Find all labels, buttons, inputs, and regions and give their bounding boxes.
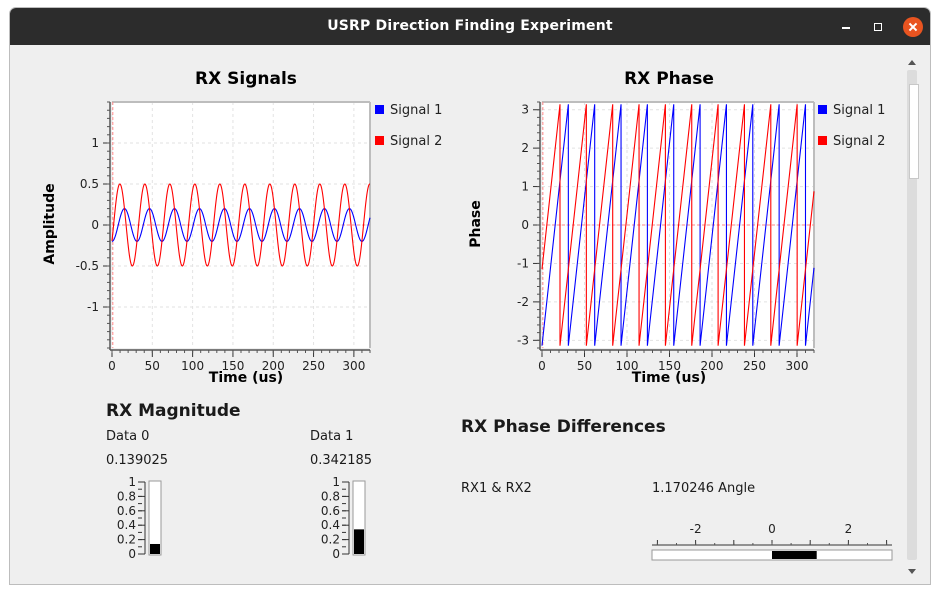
legend-label-1: Signal 1 xyxy=(833,103,885,118)
x-tick-label: 200 xyxy=(262,359,285,373)
rx-phase-plot: RX Phase Time (us) Phase 0 50 100 150 200 250… xyxy=(468,60,888,396)
app-window: USRP Direction Finding Experiment RX Sig… xyxy=(10,8,930,584)
rx-signals-plot: RX Signals Time (us) Amplitude 0 50 100 150… xyxy=(38,60,458,396)
x-tick-label: 200 xyxy=(701,359,724,373)
x-tick-label: 100 xyxy=(181,359,204,373)
scroll-down-icon[interactable] xyxy=(908,569,916,574)
x-axis-label: Time (us) xyxy=(209,370,283,386)
x-tick-label: 0 xyxy=(108,359,116,373)
scroll-up-icon[interactable] xyxy=(908,60,916,65)
y-tick-label: -2 xyxy=(517,295,529,309)
legend-label-2: Signal 2 xyxy=(833,134,885,149)
scale-tick-label: -2 xyxy=(690,522,702,536)
x-tick-label: 150 xyxy=(658,359,681,373)
chart-title: RX Phase xyxy=(624,69,714,89)
y-tick-label: 2 xyxy=(521,141,529,155)
x-tick-label: 150 xyxy=(221,359,244,373)
gauge-scale-label: 0.4 xyxy=(117,518,136,532)
gauge-fill xyxy=(772,551,817,559)
legend: Signal 1 Signal 2 xyxy=(375,103,442,149)
y-tick-label: 3 xyxy=(521,103,529,117)
phase-diff-pair-label: RX1 & RX2 xyxy=(461,481,532,496)
y-tick-label: 0 xyxy=(521,218,529,232)
rx-magnitude-title: RX Magnitude xyxy=(106,401,241,421)
rx-phase-chart: RX Phase Time (us) Phase 0 50 100 150 200 250… xyxy=(468,69,885,386)
y-tick-label: 0 xyxy=(91,218,99,232)
y-tick-label: 1 xyxy=(91,136,99,150)
vertical-scrollbar[interactable] xyxy=(905,56,919,578)
y-axis-label: Phase xyxy=(468,200,484,248)
y-tick-label: -1 xyxy=(87,300,99,314)
x-tick-label: 100 xyxy=(616,359,639,373)
close-icon[interactable] xyxy=(903,17,923,37)
gauge-scale-label: 0.6 xyxy=(321,504,340,518)
series-line-1 xyxy=(541,104,815,346)
series-line-2 xyxy=(541,104,815,346)
magnitude-gauge-data1: 10.80.60.40.20 xyxy=(321,475,366,558)
legend-swatch-1 xyxy=(375,105,384,114)
x-tick-label: 300 xyxy=(786,359,809,373)
gauge-scale-label: 0.2 xyxy=(321,533,340,547)
x-tick-label: 300 xyxy=(342,359,365,373)
plot-area: 0 50 100 150 200 250 300 1 0.5 0 -0.5 -1 xyxy=(76,101,371,373)
legend: Signal 1 Signal 2 xyxy=(818,103,885,149)
scroll-thumb[interactable] xyxy=(909,84,919,179)
phase-diff-gauge: -2 0 2 xyxy=(651,522,893,561)
y-tick-label: -3 xyxy=(517,333,529,347)
x-tick-label: 50 xyxy=(577,359,592,373)
phase-diff-value: 1.170246 Angle xyxy=(652,481,756,496)
gauge-scale-label: 1 xyxy=(128,475,136,489)
window-title: USRP Direction Finding Experiment xyxy=(327,18,613,34)
series-line-1 xyxy=(111,208,371,242)
x-axis-label: Time (us) xyxy=(632,370,706,386)
chart-title: RX Signals xyxy=(195,69,297,89)
x-tick-label: 0 xyxy=(538,359,546,373)
legend-swatch-1 xyxy=(818,105,827,114)
x-tick-label: 50 xyxy=(145,359,160,373)
magnitude-gauge-data0: 10.80.60.40.20 xyxy=(117,475,162,558)
gauge-track xyxy=(148,480,162,556)
legend-swatch-2 xyxy=(375,136,384,145)
gauge-scale-label: 0 xyxy=(332,547,340,558)
scroll-track[interactable] xyxy=(907,70,919,560)
gauge-scale-label: 1 xyxy=(332,475,340,489)
y-axis-label: Amplitude xyxy=(42,183,58,264)
gauge-fill xyxy=(354,529,364,554)
gauge-scale-label: 0.4 xyxy=(321,518,340,532)
phase-diff-title: RX Phase Differences xyxy=(461,417,666,437)
gauge-scale-label: 0.8 xyxy=(117,489,136,503)
y-tick-label: 1 xyxy=(521,180,529,194)
legend-swatch-2 xyxy=(818,136,827,145)
gauge-label-data0: Data 0 xyxy=(106,429,150,444)
legend-label-1: Signal 1 xyxy=(390,103,442,118)
rx-signals-chart: RX Signals Time (us) Amplitude 0 50 100 150… xyxy=(42,69,442,386)
scale-tick-label: 0 xyxy=(768,522,776,536)
gauge-value-data0: 0.139025 xyxy=(106,453,169,468)
minimize-icon[interactable] xyxy=(836,17,856,37)
gauge-scale-label: 0.2 xyxy=(117,533,136,547)
legend-label-2: Signal 2 xyxy=(390,134,442,149)
gauge-value-data1: 0.342185 xyxy=(310,453,373,468)
gauge-scale-label: 0.8 xyxy=(321,489,340,503)
y-tick-label: -1 xyxy=(517,256,529,270)
x-tick-label: 250 xyxy=(743,359,766,373)
gauge-fill xyxy=(150,543,160,554)
gauge-scale-label: 0 xyxy=(128,547,136,558)
gauge-label-data1: Data 1 xyxy=(310,429,354,444)
x-tick-label: 250 xyxy=(302,359,325,373)
scale-tick-label: 2 xyxy=(845,522,853,536)
series-line-2 xyxy=(111,183,371,267)
y-tick-label: 0.5 xyxy=(80,177,99,191)
gauge-scale-label: 0.6 xyxy=(117,504,136,518)
plot-area: 0 50 100 150 200 250 300 3 2 1 0 -1 -2 -3 xyxy=(517,101,815,373)
y-tick-label: -0.5 xyxy=(76,259,99,273)
title-bar: USRP Direction Finding Experiment xyxy=(10,8,930,45)
maximize-icon[interactable] xyxy=(868,17,888,37)
